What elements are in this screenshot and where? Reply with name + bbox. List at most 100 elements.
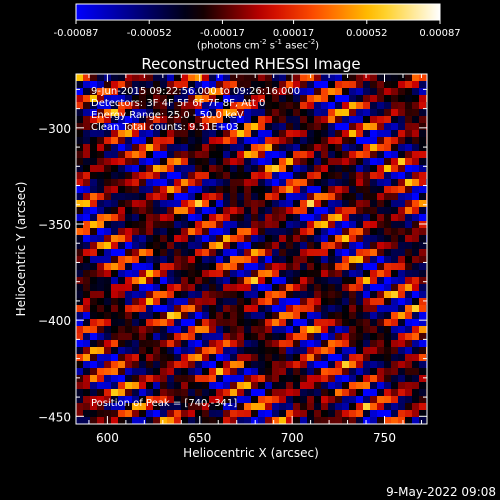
heatmap-cell [223, 326, 231, 334]
heatmap-cell [335, 333, 343, 341]
heatmap-cell [384, 347, 392, 355]
heatmap-cell [265, 368, 273, 376]
heatmap-cell [391, 410, 399, 418]
heatmap-cell [321, 74, 329, 82]
heatmap-cell [251, 326, 259, 334]
heatmap-cell [370, 347, 378, 355]
heatmap-cell [118, 361, 126, 369]
heatmap-cell [202, 305, 210, 313]
heatmap-cell [146, 389, 154, 397]
heatmap-cell [391, 172, 399, 180]
heatmap-cell [202, 228, 210, 236]
heatmap-cell [76, 235, 84, 243]
heatmap-cell [209, 249, 217, 257]
heatmap-cell [237, 382, 245, 390]
heatmap-cell [230, 417, 238, 424]
heatmap-cell [286, 417, 294, 424]
heatmap-cell [153, 410, 161, 418]
x-tick-label: 650 [188, 431, 211, 445]
heatmap-cell [251, 193, 259, 201]
heatmap-cell [384, 326, 392, 334]
heatmap-cell [370, 235, 378, 243]
heatmap-cell [76, 396, 84, 404]
heatmap-cell [405, 242, 413, 250]
heatmap-cell [188, 263, 196, 271]
heatmap-cell [174, 109, 182, 117]
y-axis-label: Heliocentric Y (arcsec) [14, 182, 28, 317]
heatmap-cell [160, 256, 168, 264]
heatmap-cell [321, 109, 329, 117]
heatmap-cell [370, 284, 378, 292]
heatmap-cell [412, 326, 420, 334]
heatmap-cell [202, 81, 210, 89]
heatmap-cell [258, 214, 266, 222]
heatmap-cell [83, 214, 91, 222]
heatmap-cell [300, 347, 308, 355]
heatmap-cell [216, 298, 224, 306]
heatmap-cell [314, 382, 322, 390]
heatmap-cell [139, 193, 147, 201]
heatmap-cell [398, 368, 406, 376]
heatmap-cell [209, 242, 217, 250]
heatmap-cell [300, 312, 308, 320]
heatmap-cell [83, 396, 91, 404]
heatmap-cell [363, 396, 371, 404]
heatmap-cell [146, 137, 154, 145]
heatmap-cell [405, 123, 413, 131]
heatmap-cell [307, 305, 315, 313]
heatmap-cell [286, 298, 294, 306]
heatmap-cell [405, 74, 413, 82]
heatmap-cell [174, 242, 182, 250]
heatmap-cell [181, 123, 189, 131]
heatmap-cell [237, 81, 245, 89]
heatmap-cell [251, 403, 259, 411]
heatmap-cell [307, 130, 315, 138]
heatmap-cell [181, 326, 189, 334]
heatmap-cell [370, 130, 378, 138]
heatmap-cell [160, 172, 168, 180]
heatmap-cell [181, 207, 189, 215]
heatmap-cell [384, 354, 392, 362]
heatmap-cell [160, 396, 168, 404]
heatmap-cell [321, 249, 329, 257]
heatmap-cell [370, 158, 378, 166]
heatmap-cell [132, 312, 140, 320]
heatmap-cell [209, 221, 217, 229]
heatmap-cell [377, 102, 385, 110]
heatmap-cell [237, 277, 245, 285]
heatmap-cell [335, 256, 343, 264]
heatmap-cell [419, 382, 427, 390]
heatmap-cell [188, 249, 196, 257]
heatmap-cell [356, 228, 364, 236]
heatmap-cell [216, 200, 224, 208]
heatmap-cell [195, 165, 203, 173]
heatmap-cell [279, 256, 287, 264]
info-line-energy: Energy Range: 25.0 - 50.0 keV [91, 110, 244, 121]
heatmap-cell [342, 214, 350, 222]
heatmap-cell [118, 333, 126, 341]
heatmap-cell [97, 291, 105, 299]
heatmap-cell [377, 109, 385, 117]
heatmap-cell [118, 368, 126, 376]
heatmap-cell [76, 151, 84, 159]
heatmap-cell [300, 200, 308, 208]
heatmap-cell [405, 165, 413, 173]
heatmap-cell [377, 396, 385, 404]
heatmap-cell [209, 263, 217, 271]
heatmap-cell [139, 95, 147, 103]
heatmap-cell [188, 88, 196, 96]
heatmap-cell [272, 102, 280, 110]
heatmap-cell [321, 165, 329, 173]
heatmap-cell [146, 158, 154, 166]
heatmap-cell [146, 326, 154, 334]
heatmap-cell [349, 305, 357, 313]
heatmap-cell [244, 298, 252, 306]
heatmap-cell [230, 403, 238, 411]
heatmap-cell [377, 410, 385, 418]
heatmap-cell [139, 172, 147, 180]
heatmap-cell [125, 270, 133, 278]
heatmap-cell [209, 319, 217, 327]
heatmap-cell [132, 382, 140, 390]
heatmap-cell [349, 158, 357, 166]
heatmap-cell [286, 284, 294, 292]
